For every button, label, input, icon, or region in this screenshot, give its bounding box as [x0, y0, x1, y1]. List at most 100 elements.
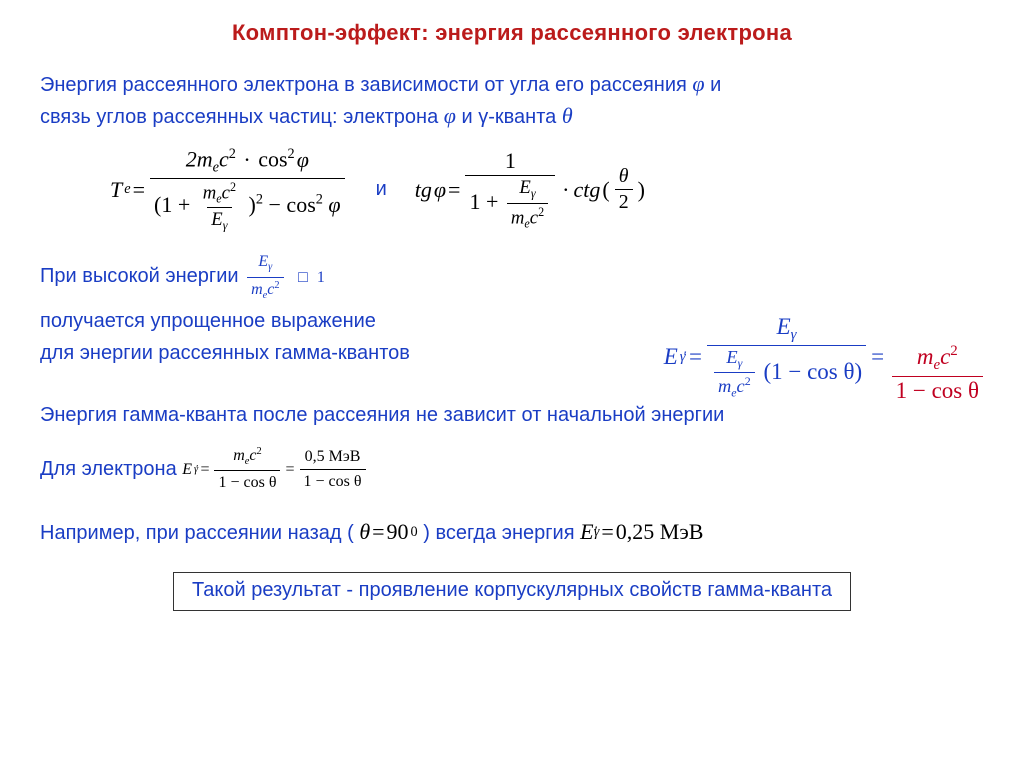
m6: m: [233, 447, 245, 464]
eq-s7: =: [372, 517, 384, 548]
intro-line1b: и: [710, 74, 721, 96]
inner2-num: Eγ: [515, 177, 539, 202]
line-independent: Энергия гамма-кванта после рассеяния не …: [40, 401, 984, 429]
ex-rhs: E′γ = 0,25 МэВ: [580, 517, 703, 548]
sub-g3: γ: [268, 262, 272, 273]
eq-te: Te = 2mec2 · cos2φ (1 + mec2 Eγ )2 − cos…: [110, 146, 348, 233]
sub-e: e: [124, 181, 130, 198]
c6: c: [940, 344, 950, 369]
sub-g6: γ: [738, 356, 743, 370]
eq2r-den: 1 − cos θ: [892, 376, 983, 404]
eq2-frac1: Eγ Eγ mec2 (1 − cos θ): [707, 314, 866, 401]
inner-num: mec2: [199, 180, 240, 208]
eq3-f2: 0,5 МэВ 1 − cos θ: [300, 446, 366, 494]
eq3-f1: mec2 1 − cos θ: [214, 445, 280, 495]
sup-2c: 2: [256, 191, 263, 207]
E7: E: [182, 459, 192, 481]
intro-line2a: связь углов рассеянных частиц: электрона: [40, 106, 444, 128]
m: m: [203, 182, 217, 203]
minus-cos: − cos: [269, 192, 316, 217]
eq2r-num: mec2: [913, 343, 962, 375]
eq-s5: =: [200, 459, 209, 481]
eq3-f2-den: 1 − cos θ: [300, 469, 366, 493]
frac-inner: mec2 Eγ: [199, 180, 240, 234]
inner2-den: mec2: [507, 203, 548, 232]
close: ): [638, 177, 645, 203]
sup-2e: 2: [274, 280, 279, 291]
ex-mid: ) всегда энергия: [423, 522, 580, 544]
frac-te: 2mec2 · cos2φ (1 + mec2 Eγ )2 − cos2 φ: [150, 146, 345, 233]
paren-open: (1 +: [154, 192, 196, 217]
phi-symbol: φ: [692, 68, 704, 100]
E6: E: [726, 347, 737, 367]
phi-symbol-2: φ: [444, 100, 456, 132]
eq-s4: =: [871, 344, 884, 370]
boxed-conclusion: Такой результат - проявление корпускуляр…: [173, 572, 851, 611]
intro-line2b: и γ-кванта: [462, 106, 562, 128]
eq-s8: =: [601, 517, 613, 548]
eq3-f2-num: 0,5 МэВ: [301, 446, 365, 469]
sup-2h: 2: [257, 446, 262, 457]
sup-2: 2: [229, 146, 236, 162]
prime: ′: [684, 349, 687, 366]
eq-sign: =: [133, 177, 145, 203]
highE-frac-inner: Eγ mec2: [247, 251, 284, 303]
num-1: 1: [501, 148, 520, 175]
te-num: 2mec2 · cos2φ: [182, 146, 313, 178]
eq2-inner: Eγ mec2: [714, 347, 755, 401]
m4: m: [718, 377, 731, 397]
f2num: 0,5 МэВ: [305, 448, 361, 465]
m3: m: [251, 281, 263, 298]
eq3-f1-den: 1 − cos θ: [214, 470, 280, 494]
eq3-line: Для электрона Eγ′ = mec2 1 − cos θ = 0,5…: [40, 445, 984, 495]
example-line: Например, при рассеянии назад ( θ = 900 …: [40, 517, 984, 548]
intro-text: Энергия рассеянного электрона в зависимо…: [40, 68, 984, 132]
paren-close: ): [249, 192, 256, 217]
highE-num: Eγ: [254, 251, 276, 276]
dot2: ·: [560, 177, 571, 203]
E3: E: [258, 253, 268, 270]
frac-half: θ 2: [615, 165, 633, 214]
one-plus: 1 +: [469, 189, 503, 214]
eq3-label: Для электрона: [40, 458, 182, 480]
E5: E: [777, 314, 791, 339]
eq-s3: =: [689, 344, 702, 370]
boxed-wrap: Такой результат - проявление корпускуляр…: [40, 562, 984, 611]
E8: E: [580, 517, 593, 548]
sub-g: γ: [223, 218, 228, 232]
theta-ex: θ: [359, 517, 370, 548]
ninety: 90: [387, 517, 409, 548]
eq2-inden: mec2: [714, 372, 755, 400]
eq-egamma-prime: Eγ ′ = Eγ Eγ mec2 (1 − cos θ) = mec2 1 − …: [664, 314, 986, 404]
sub-g8: γ: [594, 522, 600, 542]
theta-symbol: θ: [562, 100, 573, 132]
den-tg: 1 + Eγ mec2: [465, 175, 555, 231]
eq3-f1-num: mec2: [229, 445, 266, 470]
slide-title: Комптон-эффект: энергия рассеянного элек…: [40, 20, 984, 46]
eq3-math: Eγ′ = mec2 1 − cos θ = 0,5 МэВ 1 − cos θ: [182, 445, 368, 495]
cos-sup2: 2: [316, 191, 323, 207]
eq-s6: =: [285, 459, 294, 481]
eq2-frac-red: mec2 1 − cos θ: [892, 343, 983, 403]
eq-tgphi: tgφ = 1 1 + Eγ mec2 · ctg( θ 2 ): [415, 148, 645, 231]
c5: c: [737, 377, 745, 397]
sup-2d: 2: [538, 205, 544, 219]
frac-inner2: Eγ mec2: [507, 177, 548, 231]
ex-theta-eq: θ = 900: [359, 517, 417, 548]
sub-g2: γ: [531, 187, 536, 201]
m5: m: [917, 344, 934, 369]
equation-row-1: Te = 2mec2 · cos2φ (1 + mec2 Eγ )2 − cos…: [110, 146, 984, 233]
sep-and: и: [376, 178, 387, 201]
open: (: [602, 177, 609, 203]
te-den: (1 + mec2 Eγ )2 − cos2 φ: [150, 178, 345, 234]
gg-1: □ 1: [292, 267, 325, 289]
c2: c: [222, 182, 230, 203]
eq2-num: Eγ: [773, 314, 801, 345]
tg: tg: [415, 177, 432, 203]
sup-2f: 2: [745, 374, 751, 388]
E2: E: [519, 177, 530, 198]
E4: E: [664, 344, 678, 370]
rhs-val: 0,25 МэВ: [616, 517, 704, 548]
highE-frac: Eγ mec2: [244, 251, 287, 303]
phi-1: φ: [295, 147, 309, 172]
